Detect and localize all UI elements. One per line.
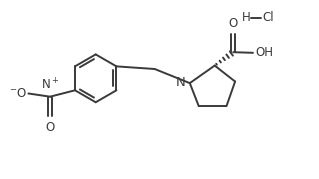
Text: O: O — [46, 121, 55, 134]
Text: O: O — [229, 16, 238, 30]
Text: $^{-}$O: $^{-}$O — [9, 87, 27, 100]
Text: Cl: Cl — [262, 11, 273, 24]
Text: N: N — [176, 76, 186, 89]
Text: OH: OH — [255, 46, 273, 59]
Text: N$^+$: N$^+$ — [41, 77, 60, 93]
Text: H: H — [242, 11, 250, 24]
